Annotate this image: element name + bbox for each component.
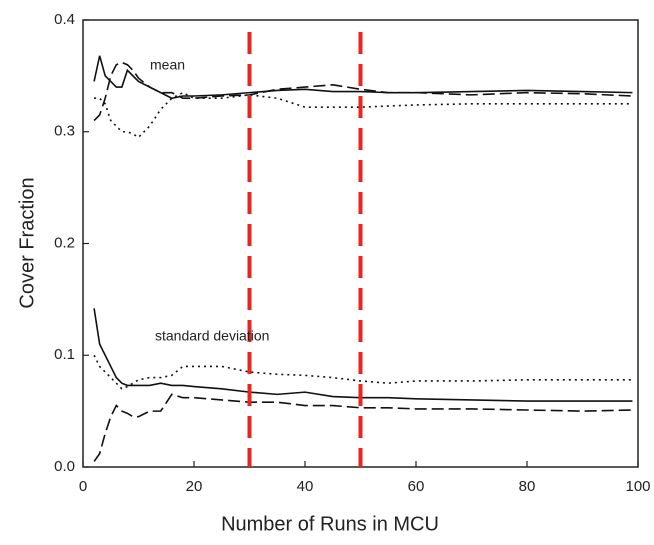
y-axis-label: Cover Fraction xyxy=(16,177,38,308)
y-tick-label: 0.4 xyxy=(54,11,75,28)
annotation: mean xyxy=(150,57,185,73)
series-line xyxy=(93,354,633,390)
series-line xyxy=(94,91,633,139)
x-tick-label: 100 xyxy=(625,478,650,495)
y-tick-label: 0.0 xyxy=(54,458,75,475)
series-line xyxy=(93,393,633,462)
x-tick-label: 80 xyxy=(519,478,536,495)
x-tick-label: 60 xyxy=(408,478,425,495)
y-tick-label: 0.3 xyxy=(54,123,75,140)
y-tick-label: 0.2 xyxy=(54,234,75,251)
x-tick-label: 0 xyxy=(79,478,87,495)
x-tick-label: 40 xyxy=(297,478,314,495)
series-line xyxy=(93,55,633,100)
y-tick-label: 0.1 xyxy=(54,346,75,363)
x-tick-label: 20 xyxy=(186,478,203,495)
annotation: standard deviation xyxy=(155,328,269,344)
series-line xyxy=(93,308,633,402)
series-line xyxy=(93,61,633,122)
x-axis-label: Number of Runs in MCU xyxy=(221,513,439,535)
